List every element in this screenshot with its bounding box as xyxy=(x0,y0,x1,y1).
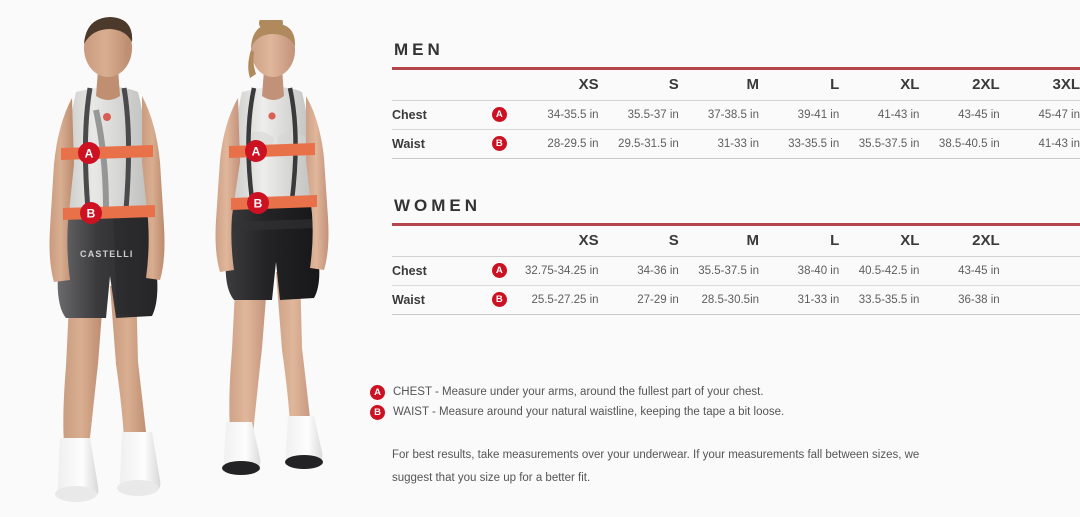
row-badge-chest: A xyxy=(480,100,519,130)
svg-text:CASTELLI: CASTELLI xyxy=(80,249,134,259)
row-label-waist: Waist xyxy=(392,129,481,159)
svg-text:B: B xyxy=(254,197,263,211)
row-badge-waist-w: B xyxy=(480,285,519,315)
column-header-2xl: 2XL xyxy=(919,70,1000,101)
section-title-men: MEN xyxy=(394,40,444,59)
female-model-graphic: A B xyxy=(215,20,329,475)
cell-women-waist-s: 27-29 in xyxy=(598,285,679,315)
cell-women-chest-l: 38-40 in xyxy=(759,256,840,286)
column-header-m: M xyxy=(678,70,760,101)
measurement-notes: A CHEST - Measure under your arms, aroun… xyxy=(370,384,1070,490)
badge-a-icon: A xyxy=(491,106,507,122)
svg-text:A: A xyxy=(85,147,94,161)
column-header-s: S xyxy=(598,70,679,101)
table-header-row-women: XS S M L XL 2XL xyxy=(392,226,1080,257)
section-rule-women xyxy=(392,223,1080,226)
header-blank-badge-w xyxy=(480,226,519,257)
fit-advice-paragraph: For best results, take measurements over… xyxy=(392,449,920,484)
cell-women-waist-empty xyxy=(999,285,1080,315)
svg-text:B: B xyxy=(87,207,96,221)
column-header-w-s: S xyxy=(598,226,679,257)
column-header-l: L xyxy=(759,70,840,101)
badge-a-icon: A xyxy=(370,385,385,400)
header-blank-label-w xyxy=(392,226,481,257)
table-row-waist-women: Waist B 25.5-27.25 in 27-29 in 28.5-30.5… xyxy=(392,285,1080,315)
column-header-w-xs: XS xyxy=(518,226,599,257)
column-header-w-xl: XL xyxy=(839,226,920,257)
column-header-xs: XS xyxy=(518,70,599,101)
row-label-chest-w: Chest xyxy=(392,256,481,286)
header-blank-badge xyxy=(480,70,519,101)
cell-women-chest-xs: 32.75-34.25 in xyxy=(518,256,599,286)
table-header-row-men: XS S M L XL 2XL 3XL xyxy=(392,70,1080,101)
table-row-chest-men: Chest A 34-35.5 in 35.5-37 in 37-38.5 in… xyxy=(392,100,1080,130)
column-header-w-2xl: 2XL xyxy=(919,226,1000,257)
note-chest: A CHEST - Measure under your arms, aroun… xyxy=(370,384,1070,401)
badge-b-icon: B xyxy=(491,135,507,151)
section-men: MEN XS S M L XL 2 xyxy=(392,40,1080,159)
badge-b-icon: B xyxy=(491,291,507,307)
row-label-chest: Chest xyxy=(392,100,481,130)
cell-men-waist-xl: 35.5-37.5 in xyxy=(839,129,920,159)
cell-women-waist-xl: 33.5-35.5 in xyxy=(839,285,920,315)
cell-women-chest-empty xyxy=(999,256,1080,286)
cell-men-chest-xs: 34-35.5 in xyxy=(518,100,599,130)
header-blank-label xyxy=(392,70,481,101)
cell-men-waist-xs: 28-29.5 in xyxy=(518,129,599,159)
section-title-women: WOMEN xyxy=(394,196,482,215)
row-label-waist-w: Waist xyxy=(392,285,481,315)
note-chest-text: CHEST - Measure under your arms, around … xyxy=(393,386,764,398)
row-badge-waist: B xyxy=(480,129,519,159)
column-header-w-m: M xyxy=(678,226,760,257)
column-header-w-l: L xyxy=(759,226,840,257)
female-model-figure: A B xyxy=(188,20,368,500)
size-table-men: XS S M L XL 2XL 3XL Chest A 34-35.5 in 3 xyxy=(392,70,1080,159)
cell-men-waist-s: 29.5-31.5 in xyxy=(598,129,679,159)
cell-women-chest-xl: 40.5-42.5 in xyxy=(839,256,920,286)
cell-men-chest-m: 37-38.5 in xyxy=(678,100,760,130)
column-header-xl: XL xyxy=(839,70,920,101)
column-header-w-empty xyxy=(999,226,1080,257)
table-row-chest-women: Chest A 32.75-34.25 in 34-36 in 35.5-37.… xyxy=(392,256,1080,286)
cell-women-chest-s: 34-36 in xyxy=(598,256,679,286)
row-badge-chest-w: A xyxy=(480,256,519,286)
section-rule-men xyxy=(392,67,1080,70)
cell-men-waist-2xl: 38.5-40.5 in xyxy=(919,129,1000,159)
cell-women-waist-l: 31-33 in xyxy=(759,285,840,315)
cell-men-waist-m: 31-33 in xyxy=(678,129,760,159)
model-illustrations: CASTELLI A xyxy=(0,0,370,517)
cell-men-waist-3xl: 41-43 in xyxy=(999,129,1080,159)
section-women: WOMEN XS S M L XL xyxy=(392,196,1080,315)
badge-a-icon: A xyxy=(491,262,507,278)
size-chart-panel: MEN XS S M L XL 2 xyxy=(370,0,1080,517)
badge-b-icon: B xyxy=(370,405,385,420)
cell-women-waist-2xl: 36-38 in xyxy=(919,285,1000,315)
cell-women-waist-xs: 25.5-27.25 in xyxy=(518,285,599,315)
cell-women-chest-m: 35.5-37.5 in xyxy=(678,256,760,286)
cell-women-chest-2xl: 43-45 in xyxy=(919,256,1000,286)
cell-men-waist-l: 33-35.5 in xyxy=(759,129,840,159)
cell-men-chest-l: 39-41 in xyxy=(759,100,840,130)
cell-men-chest-2xl: 43-45 in xyxy=(919,100,1000,130)
cell-women-waist-m: 28.5-30.5in xyxy=(678,285,760,315)
male-model-graphic: CASTELLI A xyxy=(49,17,165,502)
cell-men-chest-xl: 41-43 in xyxy=(839,100,920,130)
cell-men-chest-s: 35.5-37 in xyxy=(598,100,679,130)
column-header-3xl: 3XL xyxy=(999,70,1080,101)
male-model-figure: CASTELLI A xyxy=(18,14,208,504)
cell-men-chest-3xl: 45-47 in xyxy=(999,100,1080,130)
size-table-women: XS S M L XL 2XL Chest A 32.75-34.25 in xyxy=(392,226,1080,315)
table-row-waist-men: Waist B 28-29.5 in 29.5-31.5 in 31-33 in… xyxy=(392,129,1080,159)
svg-text:A: A xyxy=(252,145,261,159)
note-waist: B WAIST - Measure around your natural wa… xyxy=(370,404,1070,421)
note-waist-text: WAIST - Measure around your natural wais… xyxy=(393,406,785,418)
